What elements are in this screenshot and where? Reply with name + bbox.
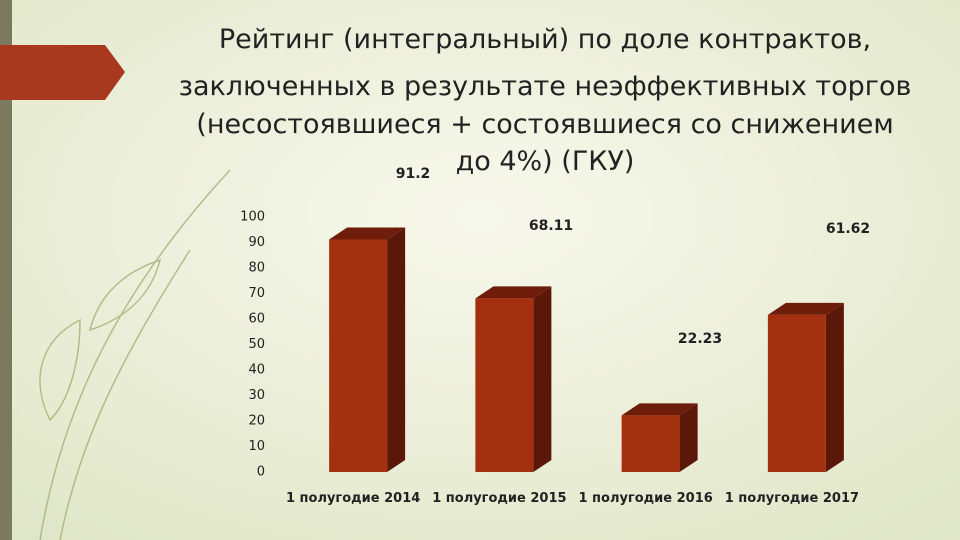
bar-top <box>767 302 844 315</box>
bar-front <box>475 298 534 472</box>
bar-side <box>387 227 406 472</box>
value-label: 91.2 <box>396 166 431 182</box>
y-tick-label: 40 <box>248 363 265 378</box>
bar-front <box>767 314 826 472</box>
value-label: 22.23 <box>678 331 722 347</box>
title-line: Рейтинг (интегральный) по доле контракто… <box>219 24 871 55</box>
bar <box>621 403 698 472</box>
x-tick-label: 1 полугодие 2016 <box>578 491 712 506</box>
title-line: до 4%) (ГКУ) <box>456 146 635 177</box>
bar-top <box>329 227 406 240</box>
value-label: 68.11 <box>529 218 573 234</box>
chart-title: Рейтинг (интегральный) по доле контракто… <box>179 24 912 177</box>
bar-front <box>621 415 680 472</box>
arrow-shape <box>0 45 125 100</box>
bar-top <box>475 286 552 299</box>
left-strip <box>0 0 12 540</box>
y-tick-label: 80 <box>248 261 265 276</box>
value-label: 61.62 <box>826 221 870 237</box>
plot: 0 10 20 30 40 50 60 70 80 90 100 1 полугодие 2014 91… <box>240 166 870 506</box>
bar-side <box>679 403 698 472</box>
bar-top <box>621 403 698 416</box>
y-tick-label: 0 <box>257 465 265 480</box>
y-tick-label: 70 <box>248 286 265 301</box>
y-tick-label: 10 <box>248 439 265 454</box>
y-tick-label: 50 <box>248 337 265 352</box>
y-tick-label: 20 <box>248 414 265 429</box>
title-line: (несостоявшиеся + состоявшиеся со снижен… <box>196 109 893 140</box>
y-tick-label: 60 <box>248 312 265 327</box>
x-tick-label: 1 полугодие 2014 <box>286 491 420 506</box>
bar-side <box>825 302 844 472</box>
title-line: заключенных в результате неэффективных т… <box>179 71 912 102</box>
decor-leaves <box>39 169 231 540</box>
bar <box>329 227 406 472</box>
y-tick-label: 90 <box>248 235 265 250</box>
bar <box>767 302 844 472</box>
y-tick-label: 30 <box>248 388 265 403</box>
bar <box>475 286 552 472</box>
bar-side <box>533 286 552 472</box>
y-tick-label: 100 <box>240 210 265 225</box>
bar-front <box>329 239 388 472</box>
x-tick-label: 1 полугодие 2015 <box>432 491 566 506</box>
x-tick-label: 1 полугодие 2017 <box>725 491 859 506</box>
